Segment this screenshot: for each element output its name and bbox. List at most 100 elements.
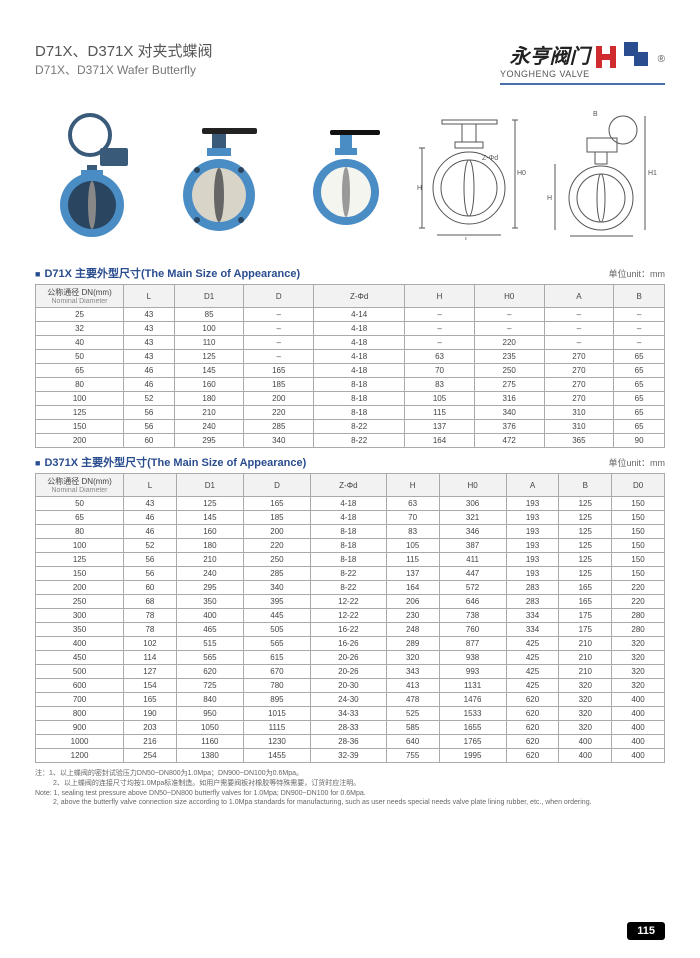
table-cell: 900 [36, 721, 124, 735]
table-cell: 150 [612, 553, 665, 567]
table-cell: 8-18 [314, 392, 405, 406]
table-cell: 125 [559, 511, 612, 525]
table-row: 800190950101534-335251533620320400 [36, 707, 665, 721]
table-cell: 46 [124, 378, 175, 392]
table-cell: 46 [124, 364, 175, 378]
svg-text:L: L [465, 237, 469, 240]
table-cell: 270 [544, 392, 614, 406]
table-d371x: 公称通径 DN(mm)Nominal DiameterLD1DZ-ΦdHH0AB… [35, 473, 665, 763]
table-cell: 1160 [176, 735, 243, 749]
table-header-cell: A [506, 474, 559, 497]
table-cell: 1533 [439, 707, 506, 721]
table-cell: 210 [559, 637, 612, 651]
table-cell: 350 [176, 595, 243, 609]
table-cell: 210 [559, 651, 612, 665]
table-cell: 250 [243, 553, 310, 567]
table-cell: 515 [176, 637, 243, 651]
table-cell: 250 [36, 595, 124, 609]
table-cell: 289 [386, 637, 439, 651]
table-cell: 63 [386, 497, 439, 511]
table-cell: 343 [386, 665, 439, 679]
table-cell: 68 [124, 595, 177, 609]
table-cell: 160 [176, 525, 243, 539]
product-diagram-side: H H0 L Z-Φd [417, 110, 537, 240]
table-cell: 270 [544, 378, 614, 392]
table-cell: 500 [36, 665, 124, 679]
table-cell: – [614, 322, 665, 336]
table-cell: 137 [405, 420, 475, 434]
table-cell: 1455 [243, 749, 310, 763]
table-cell: 125 [36, 553, 124, 567]
table-row: 100521802008-1810531627065 [36, 392, 665, 406]
table-cell: 65 [36, 511, 124, 525]
table-cell: 200 [243, 525, 310, 539]
table-cell: 400 [612, 749, 665, 763]
table-cell: 585 [386, 721, 439, 735]
table-cell: 620 [506, 721, 559, 735]
table-row: 125562102508-18115411193125150 [36, 553, 665, 567]
brand-name-en: YONGHENG VALVE [500, 69, 590, 79]
table-cell: 70 [386, 511, 439, 525]
logo-block: 永亨阀门 YONGHENG VALVE ® [500, 40, 665, 85]
table-row: 200602953408-22164572283165220 [36, 581, 665, 595]
table-cell: 175 [559, 623, 612, 637]
table-cell: 43 [124, 350, 175, 364]
table-cell: 114 [124, 651, 177, 665]
table-cell: 387 [439, 539, 506, 553]
product-image-lever-valve-2 [290, 110, 409, 240]
table-header-cell: D0 [612, 474, 665, 497]
table-cell: 465 [176, 623, 243, 637]
table-cell: 193 [506, 539, 559, 553]
registered-mark: ® [658, 54, 665, 65]
table-cell: 8-22 [314, 434, 405, 448]
table-cell: 12-22 [311, 609, 387, 623]
table-cell: 425 [506, 665, 559, 679]
table-cell: 56 [124, 567, 177, 581]
table-cell: 1115 [243, 721, 310, 735]
table-cell: 395 [243, 595, 310, 609]
table-cell: 60 [124, 434, 175, 448]
table-row: 65461451654-187025027065 [36, 364, 665, 378]
table-cell: 572 [439, 581, 506, 595]
table-cell: 70 [405, 364, 475, 378]
table-cell: 105 [405, 392, 475, 406]
table-cell: 203 [124, 721, 177, 735]
table-row: 10002161160123028-366401765620400400 [36, 735, 665, 749]
table-header-cell: 公称通径 DN(mm)Nominal Diameter [36, 285, 124, 308]
table-header-cell: D [244, 285, 314, 308]
table-cell: 43 [124, 497, 177, 511]
table-cell: 250 [474, 364, 544, 378]
table-cell: 620 [506, 707, 559, 721]
table-cell: 400 [36, 637, 124, 651]
table-cell: 125 [559, 567, 612, 581]
product-diagram-gear: H H1 B [545, 110, 665, 240]
table-cell: – [544, 336, 614, 350]
table-cell: 525 [386, 707, 439, 721]
table-header-cell: H [405, 285, 475, 308]
table-cell: – [614, 308, 665, 322]
table-row: 3507846550516-22248760334175280 [36, 623, 665, 637]
table-cell: 150 [612, 497, 665, 511]
table-cell: 200 [244, 392, 314, 406]
table-cell: 164 [386, 581, 439, 595]
table-cell: 4-18 [314, 364, 405, 378]
table-cell: 320 [559, 679, 612, 693]
table-cell: 185 [244, 378, 314, 392]
table1-section-title: D71X 主要外型尺寸(The Main Size of Appearance)… [35, 265, 665, 281]
table-cell: 320 [612, 679, 665, 693]
table-cell: 125 [559, 525, 612, 539]
table-cell: 565 [243, 637, 310, 651]
table-cell: 320 [559, 721, 612, 735]
product-image-row: H H0 L Z-Φd H H1 B [35, 110, 665, 240]
table-cell: 105 [386, 539, 439, 553]
table-cell: 400 [559, 749, 612, 763]
table-header-cell: Z-Φd [311, 474, 387, 497]
table-cell: – [544, 322, 614, 336]
table-cell: 145 [176, 511, 243, 525]
table-cell: 150 [612, 525, 665, 539]
table-cell: 620 [506, 735, 559, 749]
table-cell: 200 [36, 434, 124, 448]
table-row: 150562402858-22137447193125150 [36, 567, 665, 581]
table-cell: 200 [36, 581, 124, 595]
note-line: 注：1、以上蝶阀的密封试验压力DN50~DN800为1.0Mpa；DN900~D… [35, 769, 665, 779]
